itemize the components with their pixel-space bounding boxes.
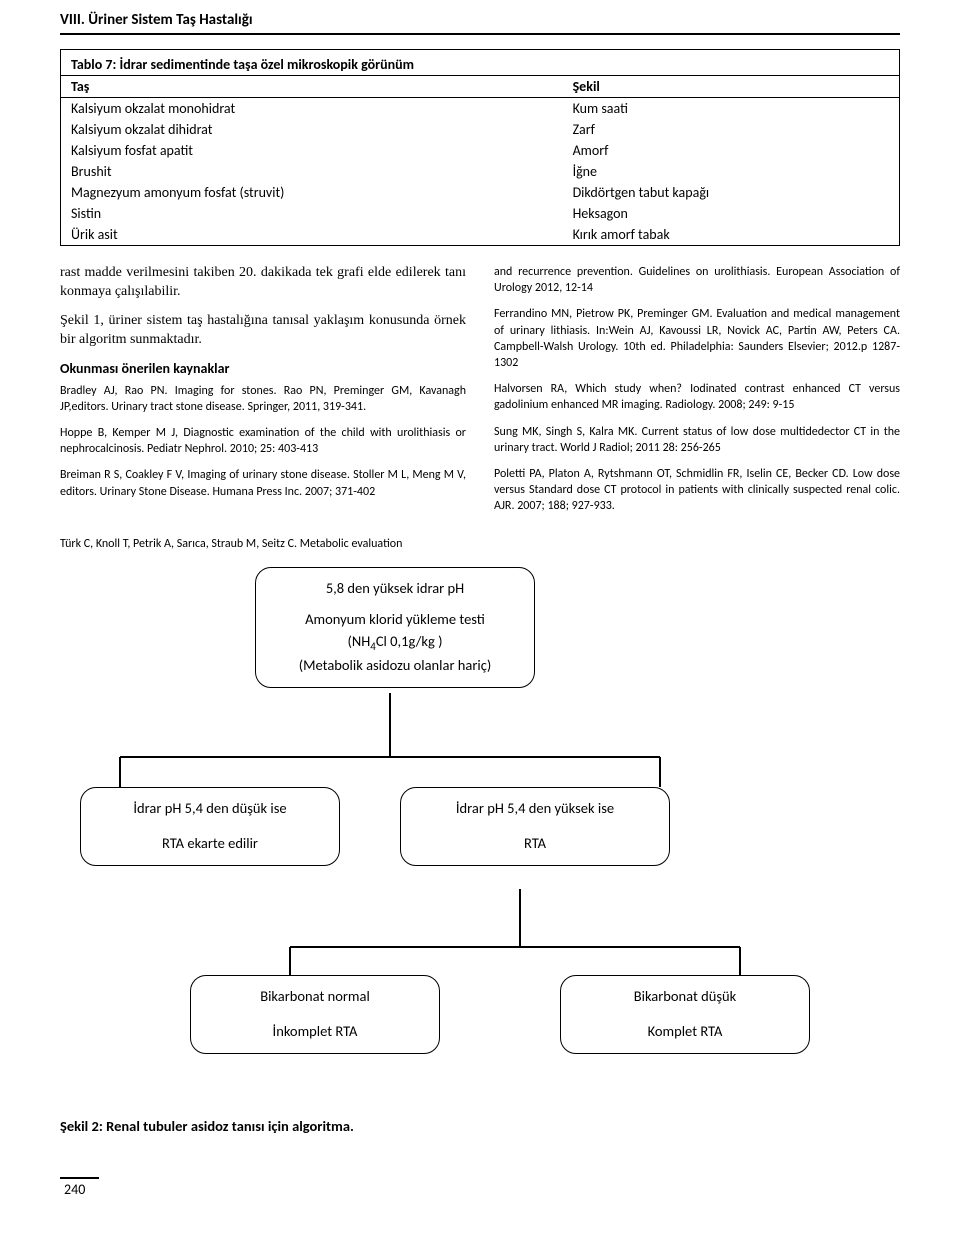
flow-node-text: Komplet RTA bbox=[575, 1021, 795, 1043]
page-number: 240 bbox=[60, 1177, 99, 1198]
flow-node-right: İdrar pH 5,4 den yüksek ise RTA bbox=[400, 787, 670, 867]
flow-node-bicarb-low: Bikarbonat düşük Komplet RTA bbox=[560, 975, 810, 1055]
reference-item: Hoppe B, Kemper M J, Diagnostic examinat… bbox=[60, 425, 466, 457]
body-paragraph: rast madde verilmesini takiben 20. dakik… bbox=[60, 264, 466, 302]
table-cell: Brushit bbox=[61, 161, 563, 182]
flowchart: 5,8 den yüksek idrar pH Amonyum klorid y… bbox=[60, 567, 900, 1137]
table-col2-header: Şekil bbox=[563, 76, 899, 98]
two-column-body: rast madde verilmesini takiben 20. dakik… bbox=[60, 264, 900, 524]
reference-item: Poletti PA, Platon A, Rytshmann OT, Schm… bbox=[494, 466, 900, 515]
flow-node-text: İdrar pH 5,4 den düşük ise bbox=[95, 798, 325, 820]
table-cell: Dikdörtgen tabut kapağı bbox=[563, 182, 899, 203]
crystal-table: Taş Şekil Kalsiyum okzalat monohidratKum… bbox=[61, 76, 899, 245]
spacer bbox=[205, 1007, 425, 1021]
recommended-reading-heading: Okunması önerilen kaynaklar bbox=[60, 360, 466, 377]
spacer bbox=[270, 599, 520, 609]
table-box: Tablo 7: İdrar sedimentinde taşa özel mi… bbox=[60, 49, 900, 246]
flow-node-bicarb-normal: Bikarbonat normal İnkomplet RTA bbox=[190, 975, 440, 1055]
table-cell: Magnezyum amonyum fosfat (struvit) bbox=[61, 182, 563, 203]
reference-item: Halvorsen RA, Which study when? Iodinate… bbox=[494, 381, 900, 413]
table-cell: Kalsiyum okzalat dihidrat bbox=[61, 119, 563, 140]
reference-item-fullwidth: Türk C, Knoll T, Petrik A, Sarıca, Strau… bbox=[60, 536, 900, 552]
flow-node-text: RTA bbox=[415, 833, 655, 855]
figure-caption: Şekil 2: Renal tubuler asidoz tanısı içi… bbox=[60, 1117, 354, 1135]
flow-node-text: (Metabolik asidozu olanlar hariç) bbox=[270, 655, 520, 677]
spacer bbox=[95, 819, 325, 833]
reference-item: Sung MK, Singh S, Kalra MK. Current stat… bbox=[494, 424, 900, 456]
flow-node-text: 5,8 den yüksek idrar pH bbox=[270, 578, 520, 600]
flow-node-text: Amonyum klorid yükleme testi bbox=[270, 609, 520, 631]
header-bar: VIII. Üriner Sistem Taş Hastalığı bbox=[60, 0, 900, 35]
table-row: Brushitİğne bbox=[61, 161, 899, 182]
table-cell: Ürik asit bbox=[61, 224, 563, 245]
reference-item: Ferrandino MN, Pietrow PK, Preminger GM.… bbox=[494, 306, 900, 371]
header-title: VIII. Üriner Sistem Taş Hastalığı bbox=[60, 11, 253, 29]
table-cell: Sistin bbox=[61, 203, 563, 224]
flow-node-text: (NH4Cl 0,1g/kg ) bbox=[270, 631, 520, 655]
table-col1-header: Taş bbox=[61, 76, 563, 98]
reference-item: Bradley AJ, Rao PN. Imaging for stones. … bbox=[60, 383, 466, 415]
table-row: Magnezyum amonyum fosfat (struvit)Dikdör… bbox=[61, 182, 899, 203]
spacer bbox=[575, 1007, 795, 1021]
table-cell: Kırık amorf tabak bbox=[563, 224, 899, 245]
table-cell: Kum saati bbox=[563, 98, 899, 120]
body-paragraph: Şekil 1, üriner sistem taş hastalığına t… bbox=[60, 312, 466, 350]
table-cell: Kalsiyum okzalat monohidrat bbox=[61, 98, 563, 120]
flow-node-text: Bikarbonat düşük bbox=[575, 986, 795, 1008]
flow-node-text: İnkomplet RTA bbox=[205, 1021, 425, 1043]
table-row: Ürik asitKırık amorf tabak bbox=[61, 224, 899, 245]
reference-item: Breiman R S, Coakley F V, Imaging of uri… bbox=[60, 467, 466, 499]
footer: 240 bbox=[60, 1177, 900, 1199]
page: VIII. Üriner Sistem Taş Hastalığı Tablo … bbox=[0, 0, 960, 1229]
left-column: rast madde verilmesini takiben 20. dakik… bbox=[60, 264, 466, 524]
flow-node-left: İdrar pH 5,4 den düşük ise RTA ekarte ed… bbox=[80, 787, 340, 867]
flow-node-root: 5,8 den yüksek idrar pH Amonyum klorid y… bbox=[255, 567, 535, 688]
table-cell: Zarf bbox=[563, 119, 899, 140]
table-row: SistinHeksagon bbox=[61, 203, 899, 224]
reference-item: and recurrence prevention. Guidelines on… bbox=[494, 264, 900, 296]
table-cell: İğne bbox=[563, 161, 899, 182]
flow-node-text: RTA ekarte edilir bbox=[95, 833, 325, 855]
table-cell: Kalsiyum fosfat apatit bbox=[61, 140, 563, 161]
table-title: Tablo 7: İdrar sedimentinde taşa özel mi… bbox=[61, 50, 899, 76]
table-row: Kalsiyum okzalat dihidratZarf bbox=[61, 119, 899, 140]
table-cell: Amorf bbox=[563, 140, 899, 161]
flow-node-text: Bikarbonat normal bbox=[205, 986, 425, 1008]
table-row: Kalsiyum fosfat apatitAmorf bbox=[61, 140, 899, 161]
flow-node-text: İdrar pH 5,4 den yüksek ise bbox=[415, 798, 655, 820]
table-cell: Heksagon bbox=[563, 203, 899, 224]
right-column: and recurrence prevention. Guidelines on… bbox=[494, 264, 900, 524]
spacer bbox=[415, 819, 655, 833]
table-row: Kalsiyum okzalat monohidratKum saati bbox=[61, 98, 899, 120]
